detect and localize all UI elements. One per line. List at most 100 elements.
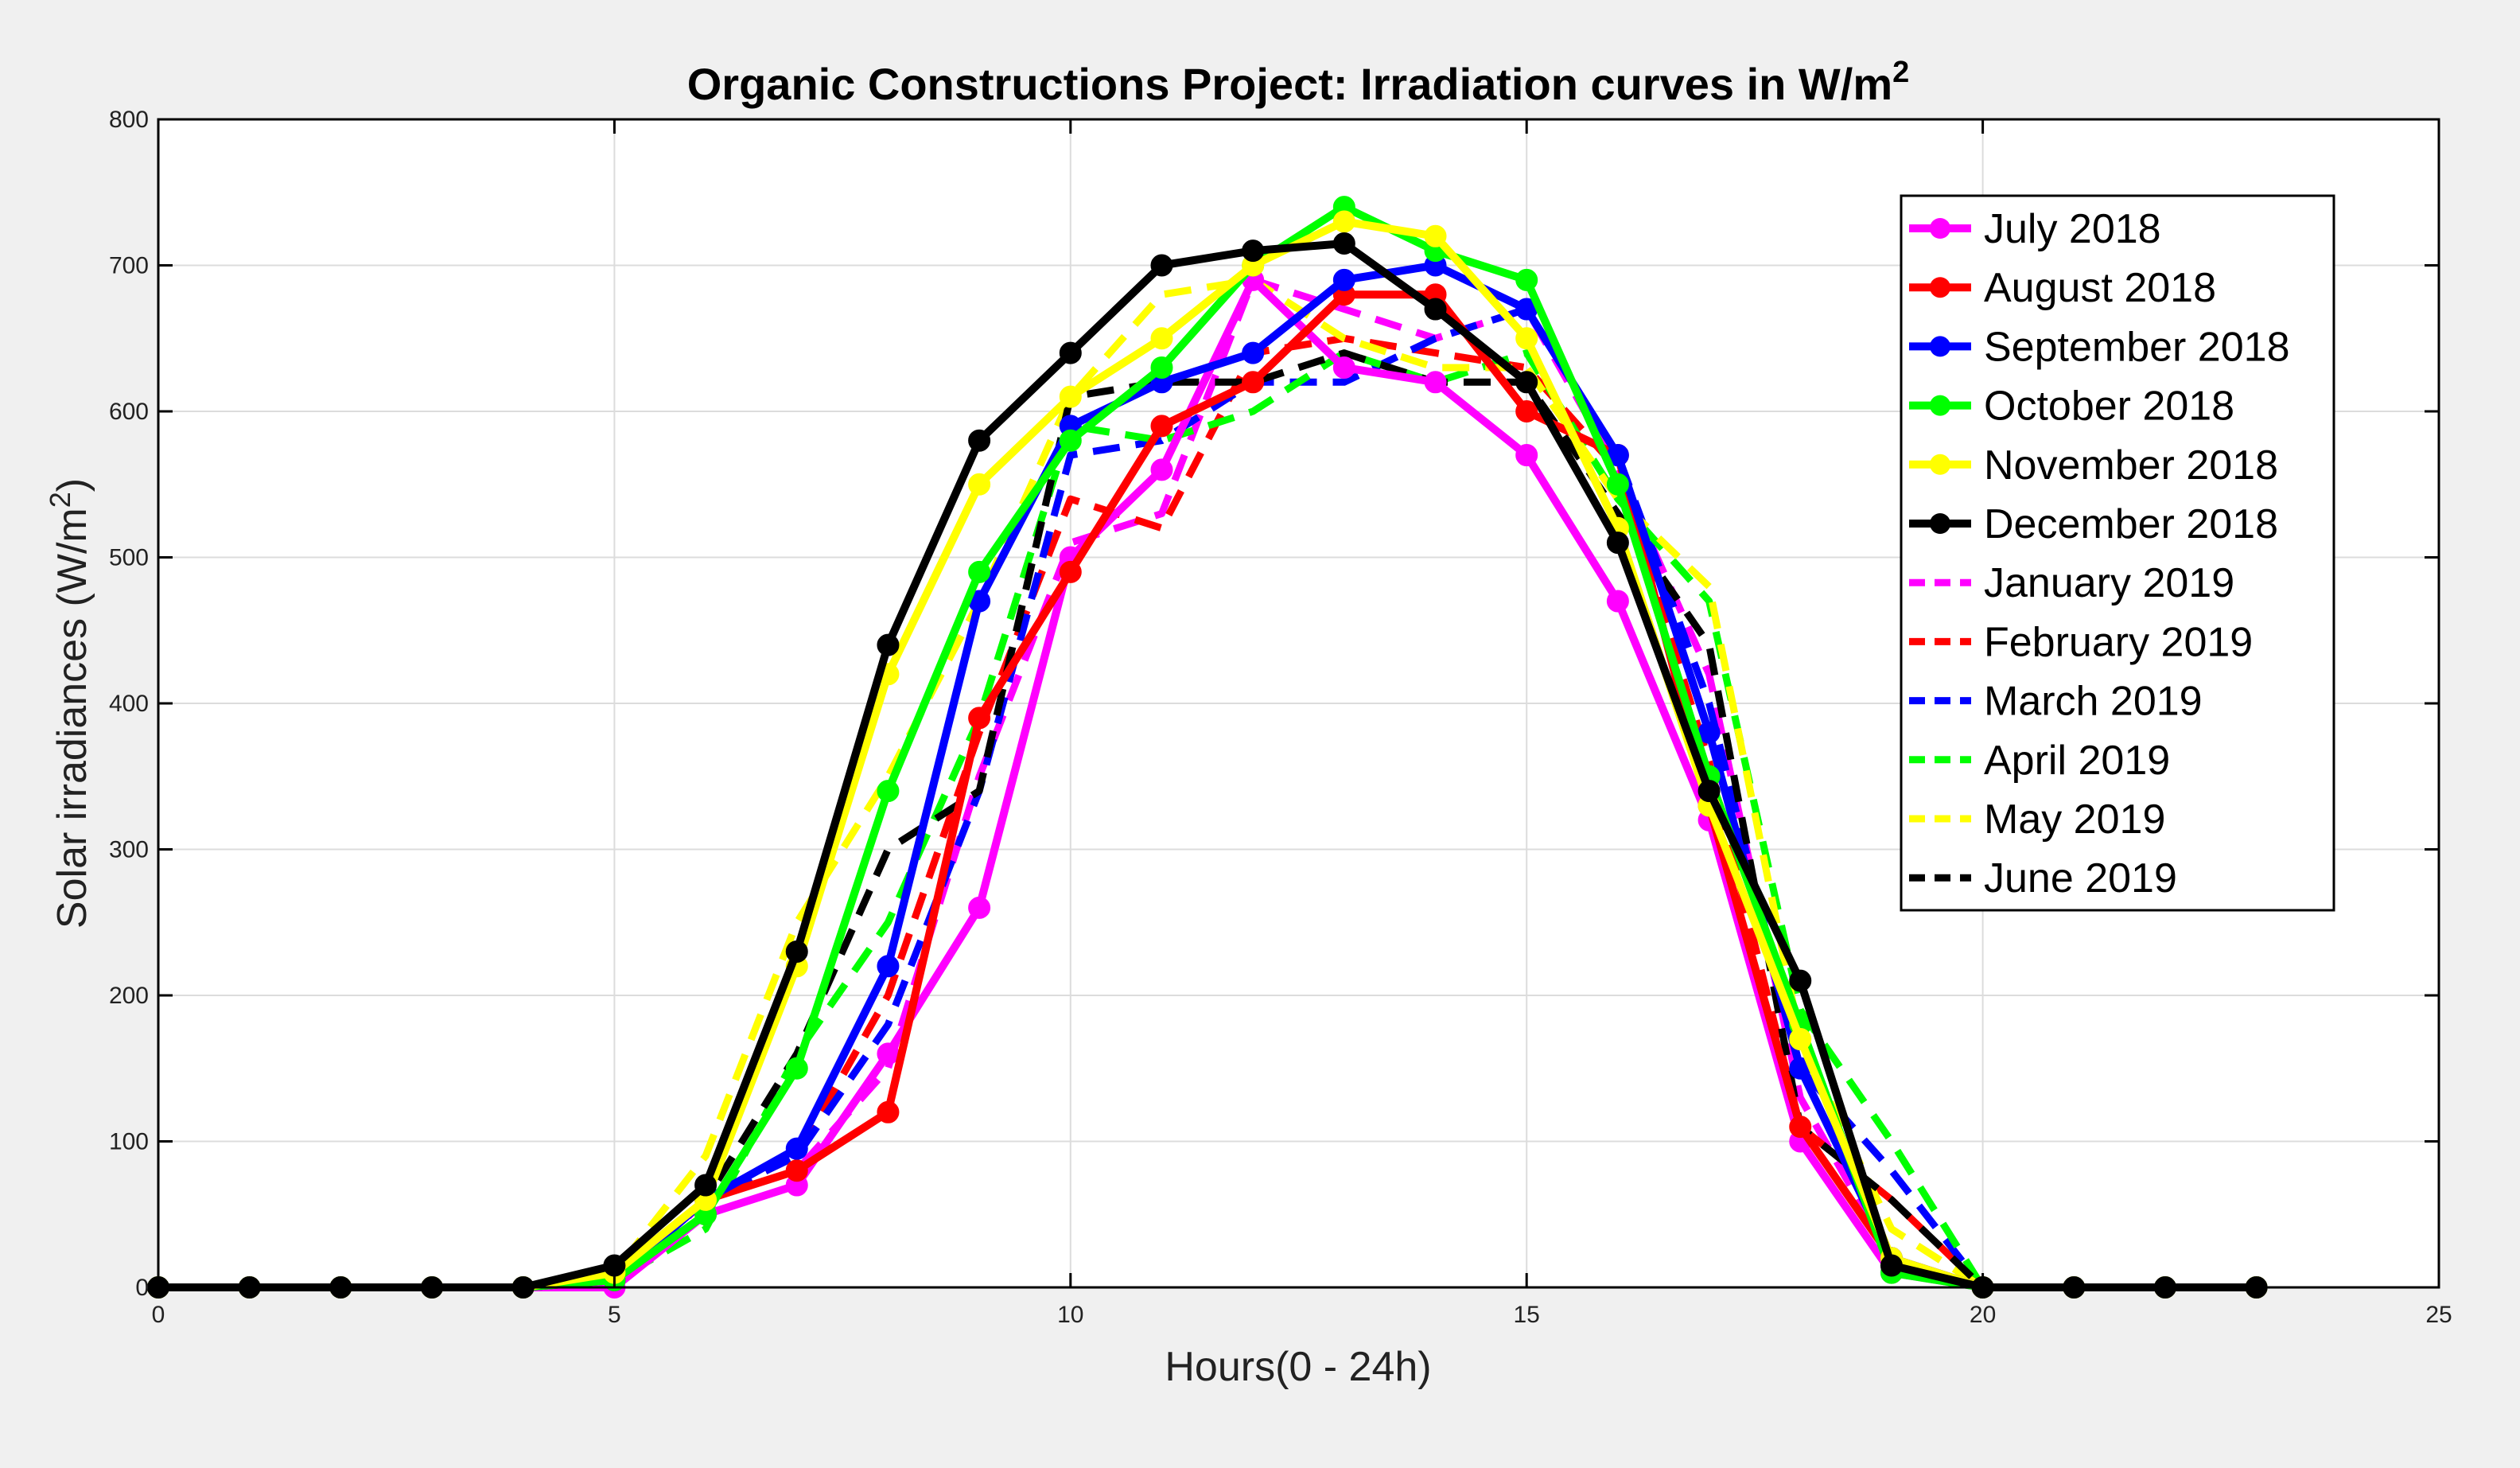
x-tick-label: 0: [152, 1302, 165, 1328]
data-point: [785, 940, 808, 963]
x-tick-label: 10: [1057, 1302, 1083, 1328]
data-point: [1424, 224, 1447, 247]
data-point: [1242, 371, 1265, 394]
legend-label: December 2018: [1984, 501, 2278, 547]
legend-label: May 2019: [1984, 796, 2165, 843]
data-point: [1789, 969, 1812, 992]
legend-item-august-2018: August 2018: [1909, 265, 2216, 311]
legend: July 2018 August 2018 September 2018 Octobe…: [1900, 194, 2335, 912]
data-point: [1150, 458, 1173, 481]
data-point: [1332, 356, 1355, 379]
data-point: [1332, 232, 1355, 255]
x-tick-label: 15: [1514, 1302, 1540, 1328]
data-point: [1789, 1116, 1812, 1139]
legend-label: April 2019: [1984, 738, 2170, 784]
y-tick-label: 300: [109, 837, 149, 863]
legend-item-october-2018: October 2018: [1909, 384, 2234, 430]
data-point: [1332, 268, 1355, 291]
y-tick-label: 200: [109, 983, 149, 1009]
data-point: [785, 1159, 808, 1182]
data-point: [1515, 400, 1538, 422]
y-tick-label: 500: [109, 545, 149, 571]
data-point: [1150, 327, 1173, 350]
data-point: [877, 955, 900, 978]
legend-item-may-2019: May 2019: [1909, 796, 2165, 843]
legend-item-march-2019: March 2019: [1909, 679, 2203, 725]
data-point: [968, 560, 991, 583]
data-point: [1150, 254, 1173, 277]
data-point: [877, 1042, 900, 1065]
data-point: [603, 1254, 626, 1277]
legend-marker: [1930, 277, 1950, 298]
data-point: [1515, 327, 1538, 350]
legend-item-february-2019: February 2019: [1909, 619, 2253, 665]
data-point: [877, 633, 900, 656]
legend-marker: [1930, 395, 1950, 416]
legend-label: August 2018: [1984, 265, 2216, 311]
legend-item-april-2019: April 2019: [1909, 738, 2170, 784]
data-point: [1515, 268, 1538, 291]
data-point: [1515, 444, 1538, 467]
data-point: [1059, 385, 1082, 408]
x-tick-label: 5: [608, 1302, 621, 1328]
data-point: [1789, 1028, 1812, 1051]
data-point: [968, 473, 991, 496]
legend-box: [1900, 194, 2335, 912]
data-point: [968, 896, 991, 919]
data-point: [1515, 371, 1538, 394]
legend-item-january-2019: January 2019: [1909, 560, 2234, 606]
y-axis-label: Solar irradiances (W/m2): [44, 478, 95, 929]
legend-item-june-2019: June 2019: [1909, 855, 2177, 901]
data-point: [785, 1137, 808, 1160]
data-point: [785, 1057, 808, 1080]
y-tick-label: 400: [109, 691, 149, 717]
legend-item-july-2018: July 2018: [1909, 206, 2161, 252]
data-point: [1150, 415, 1173, 438]
y-tick-label: 100: [109, 1129, 149, 1155]
data-point: [1332, 210, 1355, 233]
data-point: [694, 1174, 718, 1197]
y-tick-label: 600: [109, 399, 149, 425]
data-point: [1059, 341, 1082, 364]
data-point: [1059, 429, 1082, 452]
legend-label: March 2019: [1984, 679, 2203, 725]
legend-label: November 2018: [1984, 442, 2278, 489]
legend-item-september-2018: September 2018: [1909, 324, 2290, 370]
data-point: [1606, 532, 1629, 555]
legend-marker: [1930, 336, 1950, 357]
tick-labels: 0 5 10 15 20 25 0 100 200 300 400 500 600 700 800: [109, 107, 2452, 1328]
legend-label: July 2018: [1984, 206, 2161, 252]
y-tick-label: 800: [109, 107, 149, 133]
data-point: [1424, 371, 1447, 394]
x-tick-label: 25: [2425, 1302, 2452, 1328]
legend-item-november-2018: November 2018: [1909, 442, 2278, 489]
legend-item-december-2018: December 2018: [1909, 501, 2278, 547]
data-point: [877, 780, 900, 803]
legend-label: June 2019: [1984, 855, 2177, 901]
x-tick-label: 20: [1970, 1302, 1996, 1328]
legend-label: February 2019: [1984, 619, 2253, 665]
legend-marker: [1930, 218, 1950, 239]
data-point: [1880, 1254, 1903, 1277]
legend-label: October 2018: [1984, 384, 2234, 430]
data-point: [968, 707, 991, 730]
data-point: [1150, 356, 1173, 379]
data-point: [968, 429, 991, 452]
legend-label: January 2019: [1984, 560, 2234, 606]
y-tick-label: 0: [135, 1275, 149, 1301]
x-axis-label: Hours(0 - 24h): [1165, 1344, 1431, 1390]
data-point: [1606, 590, 1629, 613]
chart-title: Organic Constructions Project: Irradiati…: [687, 56, 1910, 109]
y-tick-label: 700: [109, 253, 149, 279]
data-point: [877, 1100, 900, 1123]
data-point: [1242, 239, 1265, 263]
data-point: [1424, 298, 1447, 321]
data-point: [1242, 341, 1265, 364]
legend-label: September 2018: [1984, 324, 2290, 370]
legend-marker: [1930, 454, 1950, 475]
legend-items: July 2018 August 2018 September 2018 Octobe…: [1909, 206, 2290, 901]
data-point: [1606, 473, 1629, 496]
data-point: [1059, 560, 1082, 583]
